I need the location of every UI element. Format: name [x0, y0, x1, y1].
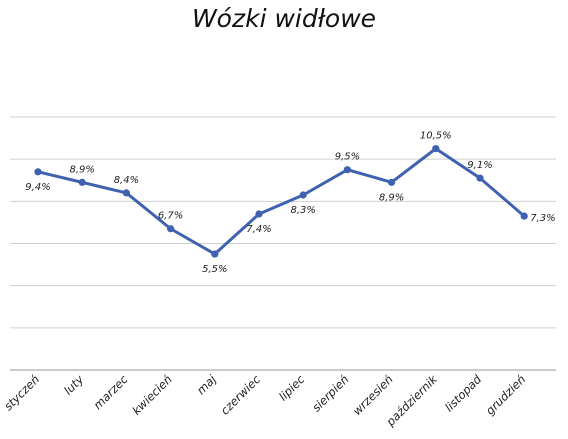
data-point — [34, 168, 42, 176]
data-label: 9,5% — [335, 152, 360, 163]
data-label: 8,3% — [290, 205, 315, 216]
x-tick-label: maj — [194, 372, 220, 398]
data-point — [343, 166, 351, 174]
data-point — [520, 212, 528, 220]
data-point — [78, 178, 86, 186]
data-label: 9,4% — [25, 182, 50, 193]
x-tick-label: grudzień — [483, 372, 528, 417]
data-label: 8,4% — [114, 175, 139, 186]
data-point — [388, 178, 396, 186]
data-point — [432, 145, 440, 153]
data-point — [211, 250, 219, 258]
x-tick-label: luty — [61, 372, 86, 397]
data-point — [299, 191, 307, 199]
data-point — [476, 174, 484, 182]
data-label: 7,4% — [246, 224, 271, 235]
x-tick-label: lipiec — [276, 372, 308, 404]
data-label: 8,9% — [379, 192, 404, 203]
data-label: 8,9% — [69, 164, 94, 175]
x-tick-label: czerwiec — [218, 372, 264, 418]
data-label: 6,7% — [158, 211, 183, 222]
x-tick-label: sierpień — [309, 372, 351, 414]
x-tick-label: wrzesień — [350, 372, 396, 418]
data-label: 5,5% — [202, 264, 227, 275]
series-line — [37, 147, 526, 256]
data-label: 9,1% — [467, 160, 492, 171]
data-label: 7,3% — [530, 213, 555, 224]
x-tick-label: listopad — [442, 372, 485, 415]
data-point — [167, 225, 175, 233]
data-point — [122, 189, 130, 197]
data-label: 10,5% — [420, 131, 452, 142]
data-point — [255, 210, 263, 218]
x-tick-label: kwiecień — [129, 372, 174, 417]
chart-title: Wózki widłowe — [191, 4, 377, 33]
x-tick-label: styczeń — [1, 372, 42, 413]
x-tick-label: marzec — [91, 372, 131, 412]
